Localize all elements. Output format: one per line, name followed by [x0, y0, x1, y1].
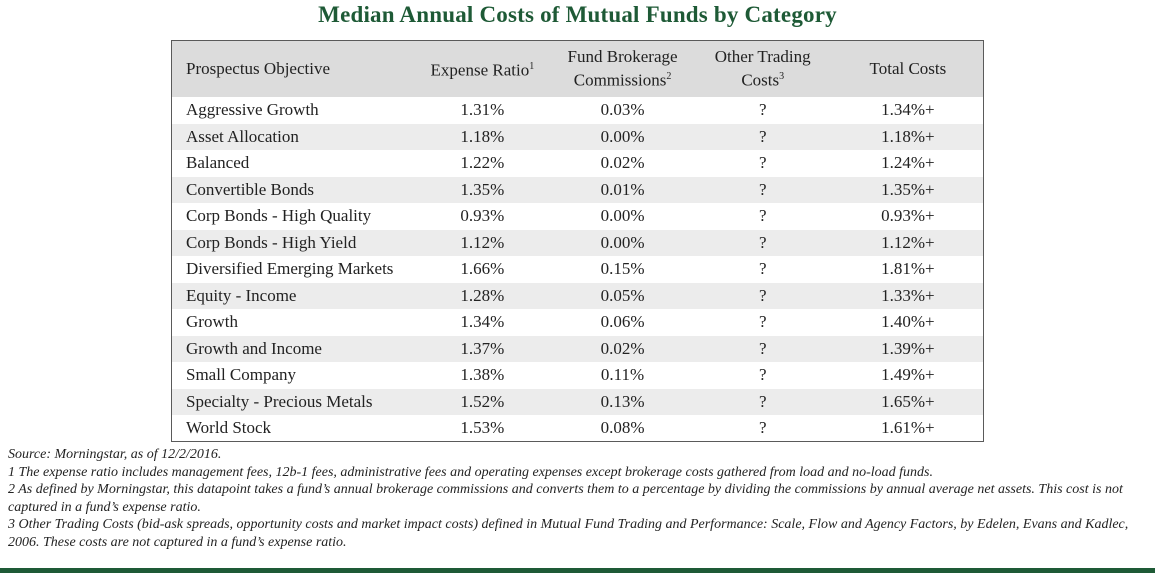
brokerage-commissions-cell: 0.05%	[600, 285, 645, 305]
brokerage-commissions-cell: 0.02%	[600, 338, 645, 358]
total-costs-cell: 1.24%+	[881, 153, 935, 173]
expense-ratio-cell: 1.28%	[460, 285, 505, 305]
costs-table: Prospectus Objective Expense Ratio1 Fund…	[171, 40, 984, 442]
other-trading-costs-cell: ?	[758, 259, 767, 279]
brokerage-commissions-cell: 0.06%	[600, 312, 645, 332]
objective-cell: Diversified Emerging Markets	[186, 259, 394, 279]
total-costs-cell: 1.61%+	[881, 418, 935, 438]
footnote-1: 1 The expense ratio includes management …	[8, 464, 933, 480]
other-trading-costs-cell: ?	[758, 391, 767, 411]
header-fund-brokerage-commissions: Fund Brokerage Commissions2	[567, 47, 678, 90]
brokerage-commissions-cell: 0.01%	[600, 179, 645, 199]
bottom-rule	[0, 568, 1155, 573]
objective-cell: Balanced	[186, 153, 250, 173]
other-trading-costs-cell: ?	[758, 232, 767, 252]
other-trading-costs-cell: ?	[758, 365, 767, 385]
brokerage-commissions-cell: 0.00%	[600, 126, 645, 146]
other-trading-costs-cell: ?	[758, 312, 767, 332]
objective-cell: Corp Bonds - High Quality	[186, 206, 372, 226]
table-body: Aggressive Growth 1.31% 0.03%? 1.34%+ Asset …	[172, 97, 983, 441]
objective-cell: World Stock	[186, 418, 272, 438]
other-trading-costs-cell: ?	[758, 153, 767, 173]
table-row: Corp Bonds - High Quality 0.93% 0.00%? 0.93…	[172, 203, 983, 230]
expense-ratio-cell: 1.12%	[460, 232, 505, 252]
expense-ratio-cell: 1.18%	[460, 126, 505, 146]
expense-ratio-cell: 1.22%	[460, 153, 505, 173]
header-expense-ratio: Expense Ratio1	[430, 60, 535, 80]
table-row: Specialty - Precious Metals 1.52% 0.13%? 1.…	[172, 388, 983, 415]
table-header-row: Prospectus Objective Expense Ratio1 Fund…	[172, 41, 983, 97]
objective-cell: Equity - Income	[186, 285, 297, 305]
objective-cell: Specialty - Precious Metals	[186, 391, 373, 411]
table-row: Balanced 1.22% 0.02%? 1.24%+	[172, 150, 983, 177]
total-costs-cell: 1.49%+	[881, 365, 935, 385]
total-costs-cell: 1.33%+	[881, 285, 935, 305]
header-other-trading-costs: Other Trading Costs3	[714, 47, 811, 90]
brokerage-commissions-cell: 0.02%	[600, 153, 645, 173]
brokerage-commissions-cell: 0.13%	[600, 391, 645, 411]
total-costs-cell: 1.81%+	[881, 259, 935, 279]
total-costs-cell: 1.18%+	[881, 126, 935, 146]
table-row: Diversified Emerging Markets 1.66% 0.15%? 1…	[172, 256, 983, 283]
other-trading-costs-cell: ?	[758, 126, 767, 146]
objective-cell: Growth and Income	[186, 338, 322, 358]
footnote-2: 2 As defined by Morningstar, this datapo…	[8, 482, 1123, 515]
other-trading-costs-cell: ?	[758, 338, 767, 358]
total-costs-cell: 1.65%+	[881, 391, 935, 411]
expense-ratio-cell: 1.53%	[460, 418, 505, 438]
table-row: Asset Allocation 1.18% 0.00%? 1.18%+	[172, 123, 983, 150]
footnote-3: 3 Other Trading Costs (bid-ask spreads, …	[8, 517, 1129, 550]
other-trading-costs-cell: ?	[758, 100, 767, 120]
header-total-costs: Total Costs	[869, 59, 947, 78]
other-trading-costs-cell: ?	[758, 179, 767, 199]
objective-cell: Convertible Bonds	[186, 179, 314, 199]
table-row: Growth and Income 1.37% 0.02%? 1.39%+	[172, 335, 983, 362]
header-prospectus-objective: Prospectus Objective	[186, 59, 330, 78]
table-row: Corp Bonds - High Yield 1.12% 0.00%? 1.12%+	[172, 229, 983, 256]
table-row: Growth 1.34% 0.06%? 1.40%+	[172, 309, 983, 336]
total-costs-cell: 1.39%+	[881, 338, 935, 358]
total-costs-cell: 1.12%+	[881, 232, 935, 252]
table-row: Convertible Bonds 1.35% 0.01%? 1.35%+	[172, 176, 983, 203]
table-row: Equity - Income 1.28% 0.05%? 1.33%+	[172, 282, 983, 309]
table-row: Small Company 1.38% 0.11%? 1.49%+	[172, 362, 983, 389]
expense-ratio-cell: 1.52%	[460, 391, 505, 411]
objective-cell: Corp Bonds - High Yield	[186, 232, 357, 252]
objective-cell: Asset Allocation	[186, 126, 299, 146]
total-costs-cell: 1.34%+	[881, 100, 935, 120]
brokerage-commissions-cell: 0.00%	[600, 206, 645, 226]
expense-ratio-cell: 0.93%	[460, 206, 505, 226]
total-costs-cell: 1.35%+	[881, 179, 935, 199]
brokerage-commissions-cell: 0.08%	[600, 418, 645, 438]
brokerage-commissions-cell: 0.15%	[600, 259, 645, 279]
expense-ratio-cell: 1.37%	[460, 338, 505, 358]
brokerage-commissions-cell: 0.00%	[600, 232, 645, 252]
expense-ratio-cell: 1.35%	[460, 179, 505, 199]
objective-cell: Growth	[186, 312, 238, 332]
expense-ratio-cell: 1.34%	[460, 312, 505, 332]
other-trading-costs-cell: ?	[758, 285, 767, 305]
chart-title: Median Annual Costs of Mutual Funds by C…	[318, 2, 837, 27]
brokerage-commissions-cell: 0.03%	[600, 100, 645, 120]
objective-cell: Aggressive Growth	[186, 100, 319, 120]
table-row: World Stock 1.53% 0.08%? 1.61%+	[172, 415, 983, 441]
other-trading-costs-cell: ?	[758, 418, 767, 438]
table-row: Aggressive Growth 1.31% 0.03%? 1.34%+	[172, 97, 983, 124]
other-trading-costs-cell: ?	[758, 206, 767, 226]
expense-ratio-cell: 1.66%	[460, 259, 505, 279]
expense-ratio-cell: 1.31%	[460, 100, 505, 120]
total-costs-cell: 1.40%+	[881, 312, 935, 332]
objective-cell: Small Company	[186, 365, 297, 385]
source-note: Source: Morningstar, as of 12/2/2016.	[8, 447, 222, 462]
total-costs-cell: 0.93%+	[881, 206, 935, 226]
brokerage-commissions-cell: 0.11%	[600, 365, 645, 385]
expense-ratio-cell: 1.38%	[460, 365, 505, 385]
footnotes: Source: Morningstar, as of 12/2/2016. 1 …	[8, 446, 1151, 552]
